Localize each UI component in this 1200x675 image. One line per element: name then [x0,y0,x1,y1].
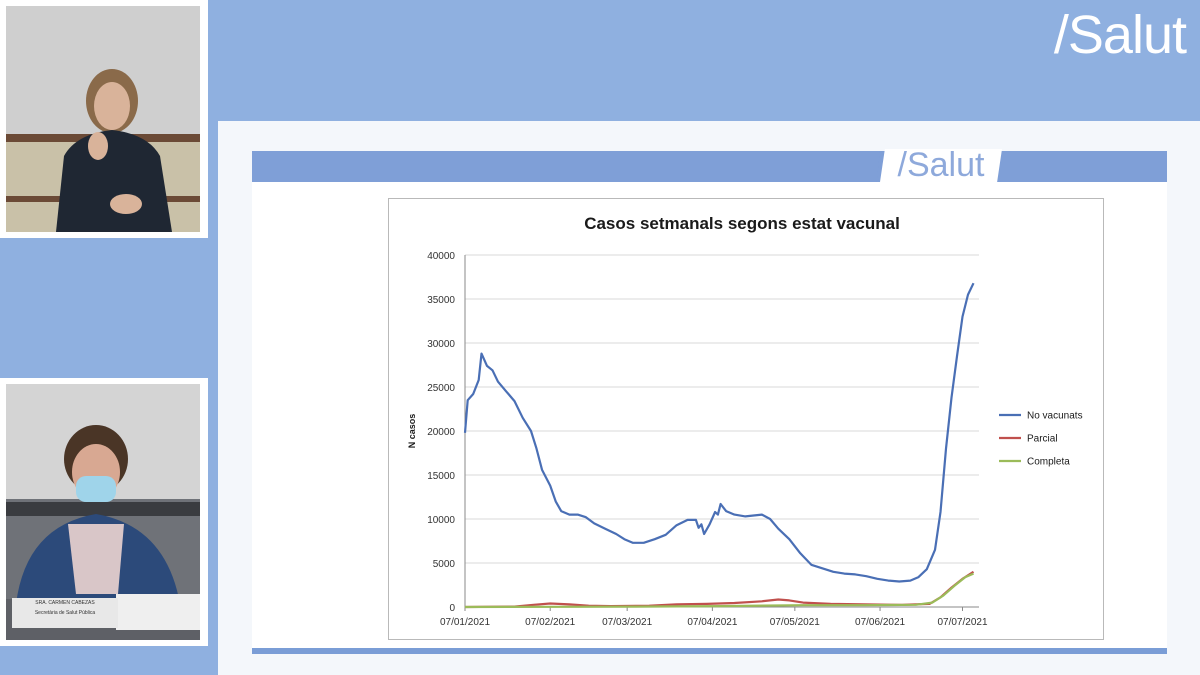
y-tick-label: 5000 [433,559,456,570]
slide-header-band [252,151,880,182]
chart-frame: Casos setmanals segons estat vacunal 0 500… [388,198,1104,640]
chart-title: Casos setmanals segons estat vacunal [584,214,900,233]
series-line-parcial [464,570,975,609]
legend-label: Parcial [1027,434,1058,445]
series-line-no-vacunats [463,282,975,583]
y-tick-label: 35000 [427,295,455,306]
legend-label: Completa [1027,457,1070,468]
nameplate-name: SRA. CARMEN CABEZAS [35,600,95,606]
interpreter-figure [6,69,200,232]
x-tick-label: 07/05/2021 [770,617,820,628]
x-tick-label: 07/04/2021 [687,617,737,628]
y-tick-label: 40000 [427,251,455,262]
y-tick-label: 15000 [427,471,455,482]
slide-header-bar: /Salut [252,149,1167,182]
salut-logo: /Salut [1053,5,1187,65]
legend-label: No vacunats [1027,411,1083,422]
line-chart: Casos setmanals segons estat vacunal 0 500… [407,214,1083,628]
y-tick-label: 10000 [427,515,455,526]
x-tick-label: 07/07/2021 [937,617,987,628]
slide-salut-logo: /Salut [880,149,1002,182]
y-axis-label: N casos [407,414,417,449]
y-tick-label: 0 [449,603,455,614]
nameplate-role: Secretària de Salut Pública [34,610,96,616]
speaker-nameplate: SRA. CARMEN CABEZAS Secretària de Salut … [12,598,118,628]
x-tick-label: 07/02/2021 [525,617,575,628]
interpreter-feed [6,6,200,232]
y-tick-label: 25000 [427,383,455,394]
y-tick-label: 30000 [427,339,455,350]
speaker-feed: SRA. CARMEN CABEZAS Secretària de Salut … [6,384,200,640]
sign-language-interpreter-video [0,0,208,238]
x-tick-label: 07/06/2021 [855,617,905,628]
slide-card: /Salut Casos setmanals segons estat vacu… [252,149,1167,654]
series-line-completa [464,572,974,609]
y-tick-label: 20000 [427,427,455,438]
x-tick-label: 07/01/2021 [440,617,490,628]
x-tick-label: 07/03/2021 [602,617,652,628]
speaker-video: SRA. CARMEN CABEZAS Secretària de Salut … [0,378,208,646]
presentation-slide: /Salut Casos setmanals segons estat vacu… [218,121,1200,675]
